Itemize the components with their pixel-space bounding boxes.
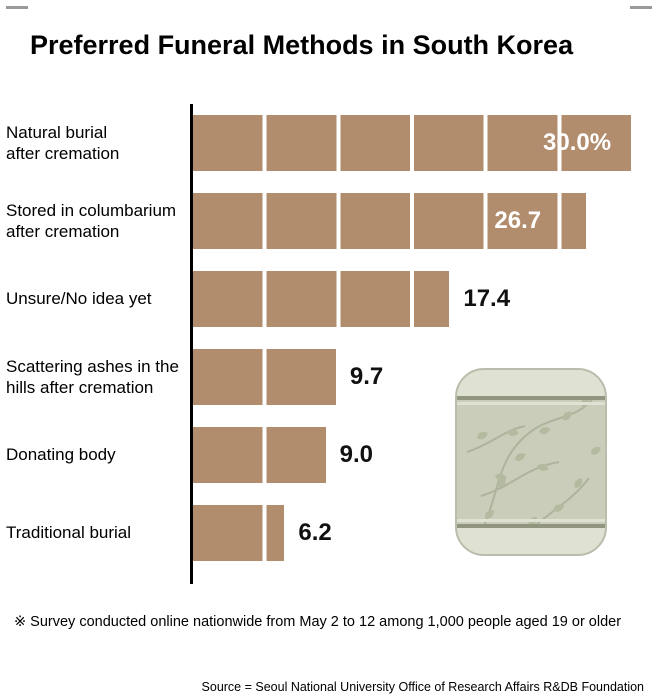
urn-illustration [455,368,607,556]
bar-row: Natural burial after cremation 30.0% [0,104,658,182]
category-label: Unsure/No idea yet [6,289,152,309]
urn-bottom-band-line [456,524,606,528]
bar-row: Stored in columbarium after cremation 26.… [0,182,658,260]
category-label: Traditional burial [6,523,132,543]
category-label: Scattering ashes in the hills after crem… [6,356,179,397]
bar-row: Scattering ashes in the hills after crem… [0,338,658,416]
urn-top-band-line [456,396,606,400]
urn-bottom-band-thin [456,519,606,522]
bar [193,115,635,171]
category-label: Donating body [6,445,116,465]
y-axis-line [190,104,193,584]
bar [193,427,326,483]
top-left-corner-mark [6,6,28,9]
bar [193,271,450,327]
urn-bottom-band [456,528,606,555]
urn-outline [455,368,607,556]
bar-row: Traditional burial 6.2 [0,494,658,572]
value-label: 9.7 [349,363,384,390]
bar-row: Unsure/No idea yet 17.4 [0,260,658,338]
value-label: 26.7 [494,207,542,234]
source-credit: Source = Seoul National University Offic… [201,680,644,694]
value-label: 17.4 [463,285,511,312]
bar-row: Donating body 9.0 [0,416,658,494]
category-label: Stored in columbarium after cremation [6,200,177,241]
bar-chart: Natural burial after cremation 30.0% Store… [0,104,658,590]
bar [193,505,285,561]
value-label: 6.2 [298,519,332,546]
bar [193,193,587,249]
value-label: 30.0% [543,129,612,156]
survey-footnote: ※ Survey conducted online nationwide fro… [14,614,622,630]
top-right-corner-mark [630,6,652,9]
urn-top-band-thin [456,402,606,405]
urn-top-band [456,369,606,396]
bar [193,349,336,405]
category-label: Natural burial after cremation [6,122,120,163]
value-label: 9.0 [339,441,373,468]
chart-title: Preferred Funeral Methods in South Korea [30,30,574,60]
